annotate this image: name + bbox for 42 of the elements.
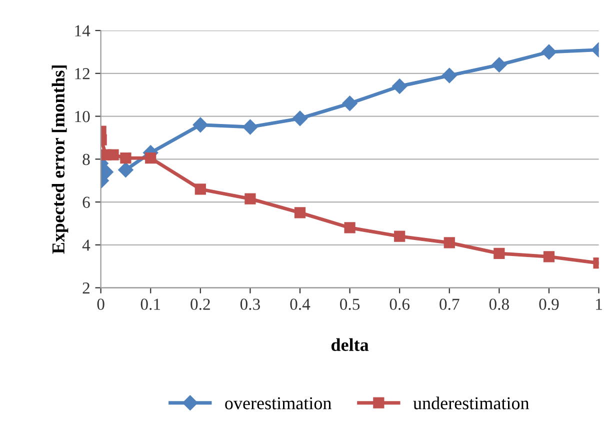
y-tick-label: 14 <box>75 25 90 36</box>
point <box>145 152 156 164</box>
point <box>120 152 132 164</box>
point <box>242 119 258 135</box>
point <box>118 162 134 178</box>
x-tick-label: 0 <box>97 298 104 310</box>
point <box>541 44 557 60</box>
point <box>494 248 505 260</box>
point <box>492 57 507 72</box>
y-tick-label: 4 <box>82 240 90 251</box>
x-tick-label: 0.2 <box>190 298 210 310</box>
point <box>194 184 206 195</box>
point <box>543 251 555 262</box>
x-tick-label: 0.5 <box>340 298 360 310</box>
legend-label: overestimation <box>225 397 332 410</box>
point <box>442 68 457 84</box>
x-tick-label: 0.9 <box>539 298 559 310</box>
point <box>294 207 306 218</box>
point <box>292 110 308 126</box>
point <box>344 222 356 234</box>
point <box>394 230 406 242</box>
y-tick-label: 8 <box>82 154 90 166</box>
point <box>192 117 208 132</box>
point <box>108 149 119 160</box>
point <box>342 96 358 111</box>
point <box>244 193 256 204</box>
x-tick-label: 0.7 <box>440 298 460 310</box>
x-tick-label: 1 <box>596 298 602 310</box>
x-tick-label: 0.4 <box>290 298 310 310</box>
x-tick-label: 0.1 <box>140 298 160 310</box>
y-tick-label: 10 <box>75 110 90 122</box>
x-tick-label: 0.3 <box>240 298 260 310</box>
y-tick-label: 6 <box>82 196 90 208</box>
point <box>392 78 408 94</box>
x-axis-title: delta <box>331 338 369 351</box>
y-axis-title: Expected error [months] <box>52 66 68 254</box>
point <box>444 237 455 248</box>
y-tick-label: 2 <box>82 282 90 294</box>
y-tick-label: 12 <box>75 68 90 80</box>
x-tick-label: 0.6 <box>390 298 410 310</box>
x-tick-label: 0.8 <box>489 298 509 310</box>
legend-label: underestimation <box>413 396 530 410</box>
